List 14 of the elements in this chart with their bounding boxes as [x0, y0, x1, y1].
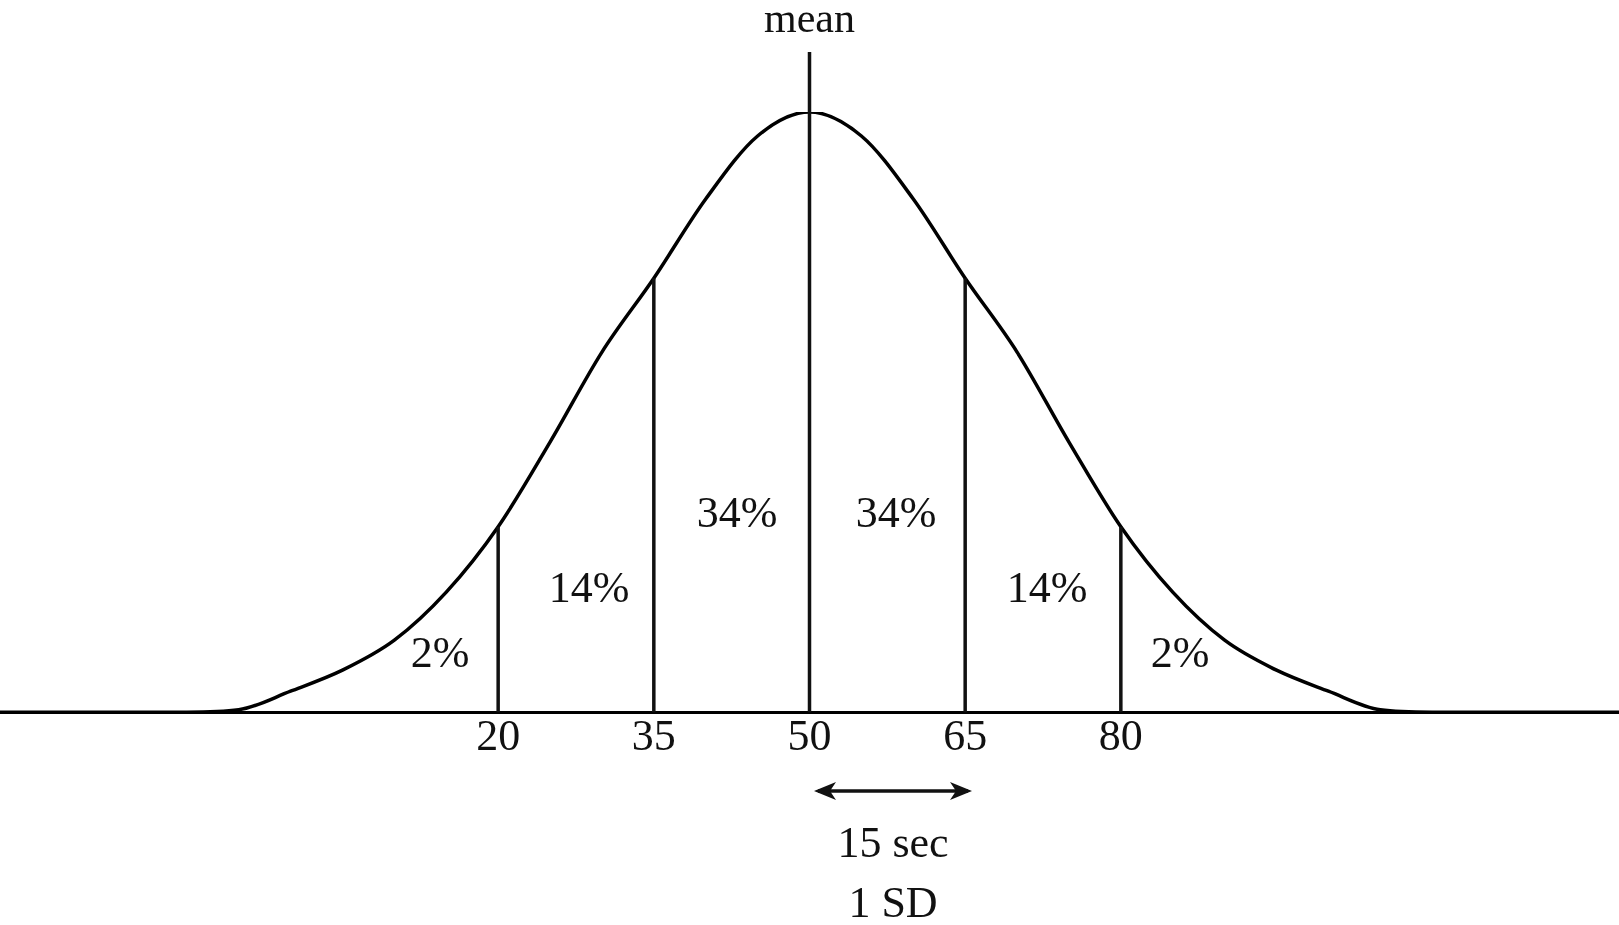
annotation: 14% — [547, 562, 631, 614]
annotation: 2% — [409, 627, 471, 679]
text: 15 sec — [836, 817, 950, 869]
annotation: 34% — [695, 487, 779, 539]
annotation: 14% — [1005, 562, 1089, 614]
x-tick-label: 80 — [1098, 711, 1143, 761]
annotation: 34% — [854, 487, 938, 539]
text: 1 SD — [847, 877, 939, 925]
x-tick-label: 35 — [631, 711, 676, 761]
ref-line-label: mean — [764, 0, 855, 42]
x-tick-label: 20 — [476, 711, 521, 761]
x-tick-label: 65 — [943, 711, 988, 761]
x-tick-label: 50 — [787, 711, 832, 761]
annotation: 2% — [1149, 627, 1211, 679]
